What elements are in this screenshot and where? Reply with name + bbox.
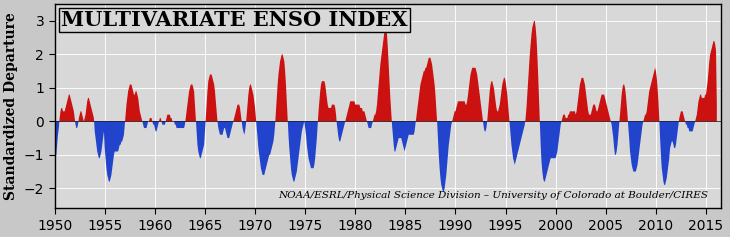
Y-axis label: Standardized Departure: Standardized Departure bbox=[4, 12, 18, 200]
Text: NOAA/ESRL/Physical Science Division – University of Colorado at Boulder/CIRES: NOAA/ESRL/Physical Science Division – Un… bbox=[277, 191, 707, 200]
Text: MULTIVARIATE ENSO INDEX: MULTIVARIATE ENSO INDEX bbox=[61, 10, 408, 30]
